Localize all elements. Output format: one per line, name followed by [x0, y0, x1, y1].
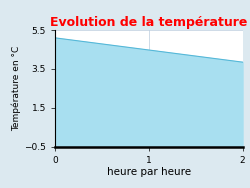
Y-axis label: Température en °C: Température en °C — [12, 46, 21, 131]
Title: Evolution de la température: Evolution de la température — [50, 16, 248, 29]
X-axis label: heure par heure: heure par heure — [107, 168, 191, 177]
